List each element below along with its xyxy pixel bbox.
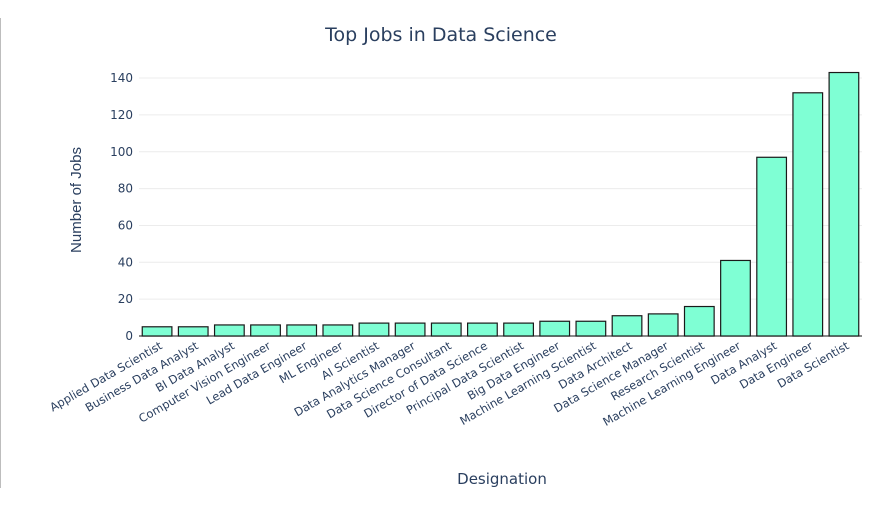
y-tick-label: 0 — [125, 329, 133, 343]
bar — [250, 324, 281, 337]
y-axis-title: Number of Jobs — [68, 147, 85, 253]
bar — [611, 315, 643, 337]
bar — [647, 313, 679, 337]
bar — [430, 322, 462, 337]
bar — [467, 322, 498, 337]
bar — [575, 320, 607, 337]
bar — [394, 322, 426, 337]
bar — [177, 326, 209, 337]
bar — [828, 71, 860, 337]
y-tick-label: 20 — [118, 292, 133, 306]
bar — [358, 322, 390, 337]
y-tick-label: 80 — [118, 182, 133, 196]
y-tick-label: 100 — [110, 145, 133, 159]
y-tick-label: 120 — [110, 108, 133, 122]
bar — [141, 326, 173, 337]
left-border-rule — [0, 18, 1, 488]
bar — [322, 324, 354, 337]
chart-title: Top Jobs in Data Science — [324, 24, 557, 46]
x-axis-title: Designation — [457, 470, 547, 488]
bar — [539, 320, 571, 337]
bar — [756, 156, 788, 337]
gridlines — [139, 77, 862, 337]
y-tick-label: 40 — [118, 255, 133, 269]
bar — [683, 305, 715, 337]
y-tick-label: 140 — [110, 71, 133, 85]
bar — [213, 324, 245, 337]
y-tick-label: 60 — [118, 218, 133, 232]
bar — [503, 322, 534, 337]
bars — [141, 71, 860, 337]
bar — [286, 324, 318, 337]
bar — [720, 259, 751, 337]
bar — [792, 92, 824, 337]
y-axis-ticks: 0 20 40 60 80 100 120 140 — [110, 71, 133, 343]
